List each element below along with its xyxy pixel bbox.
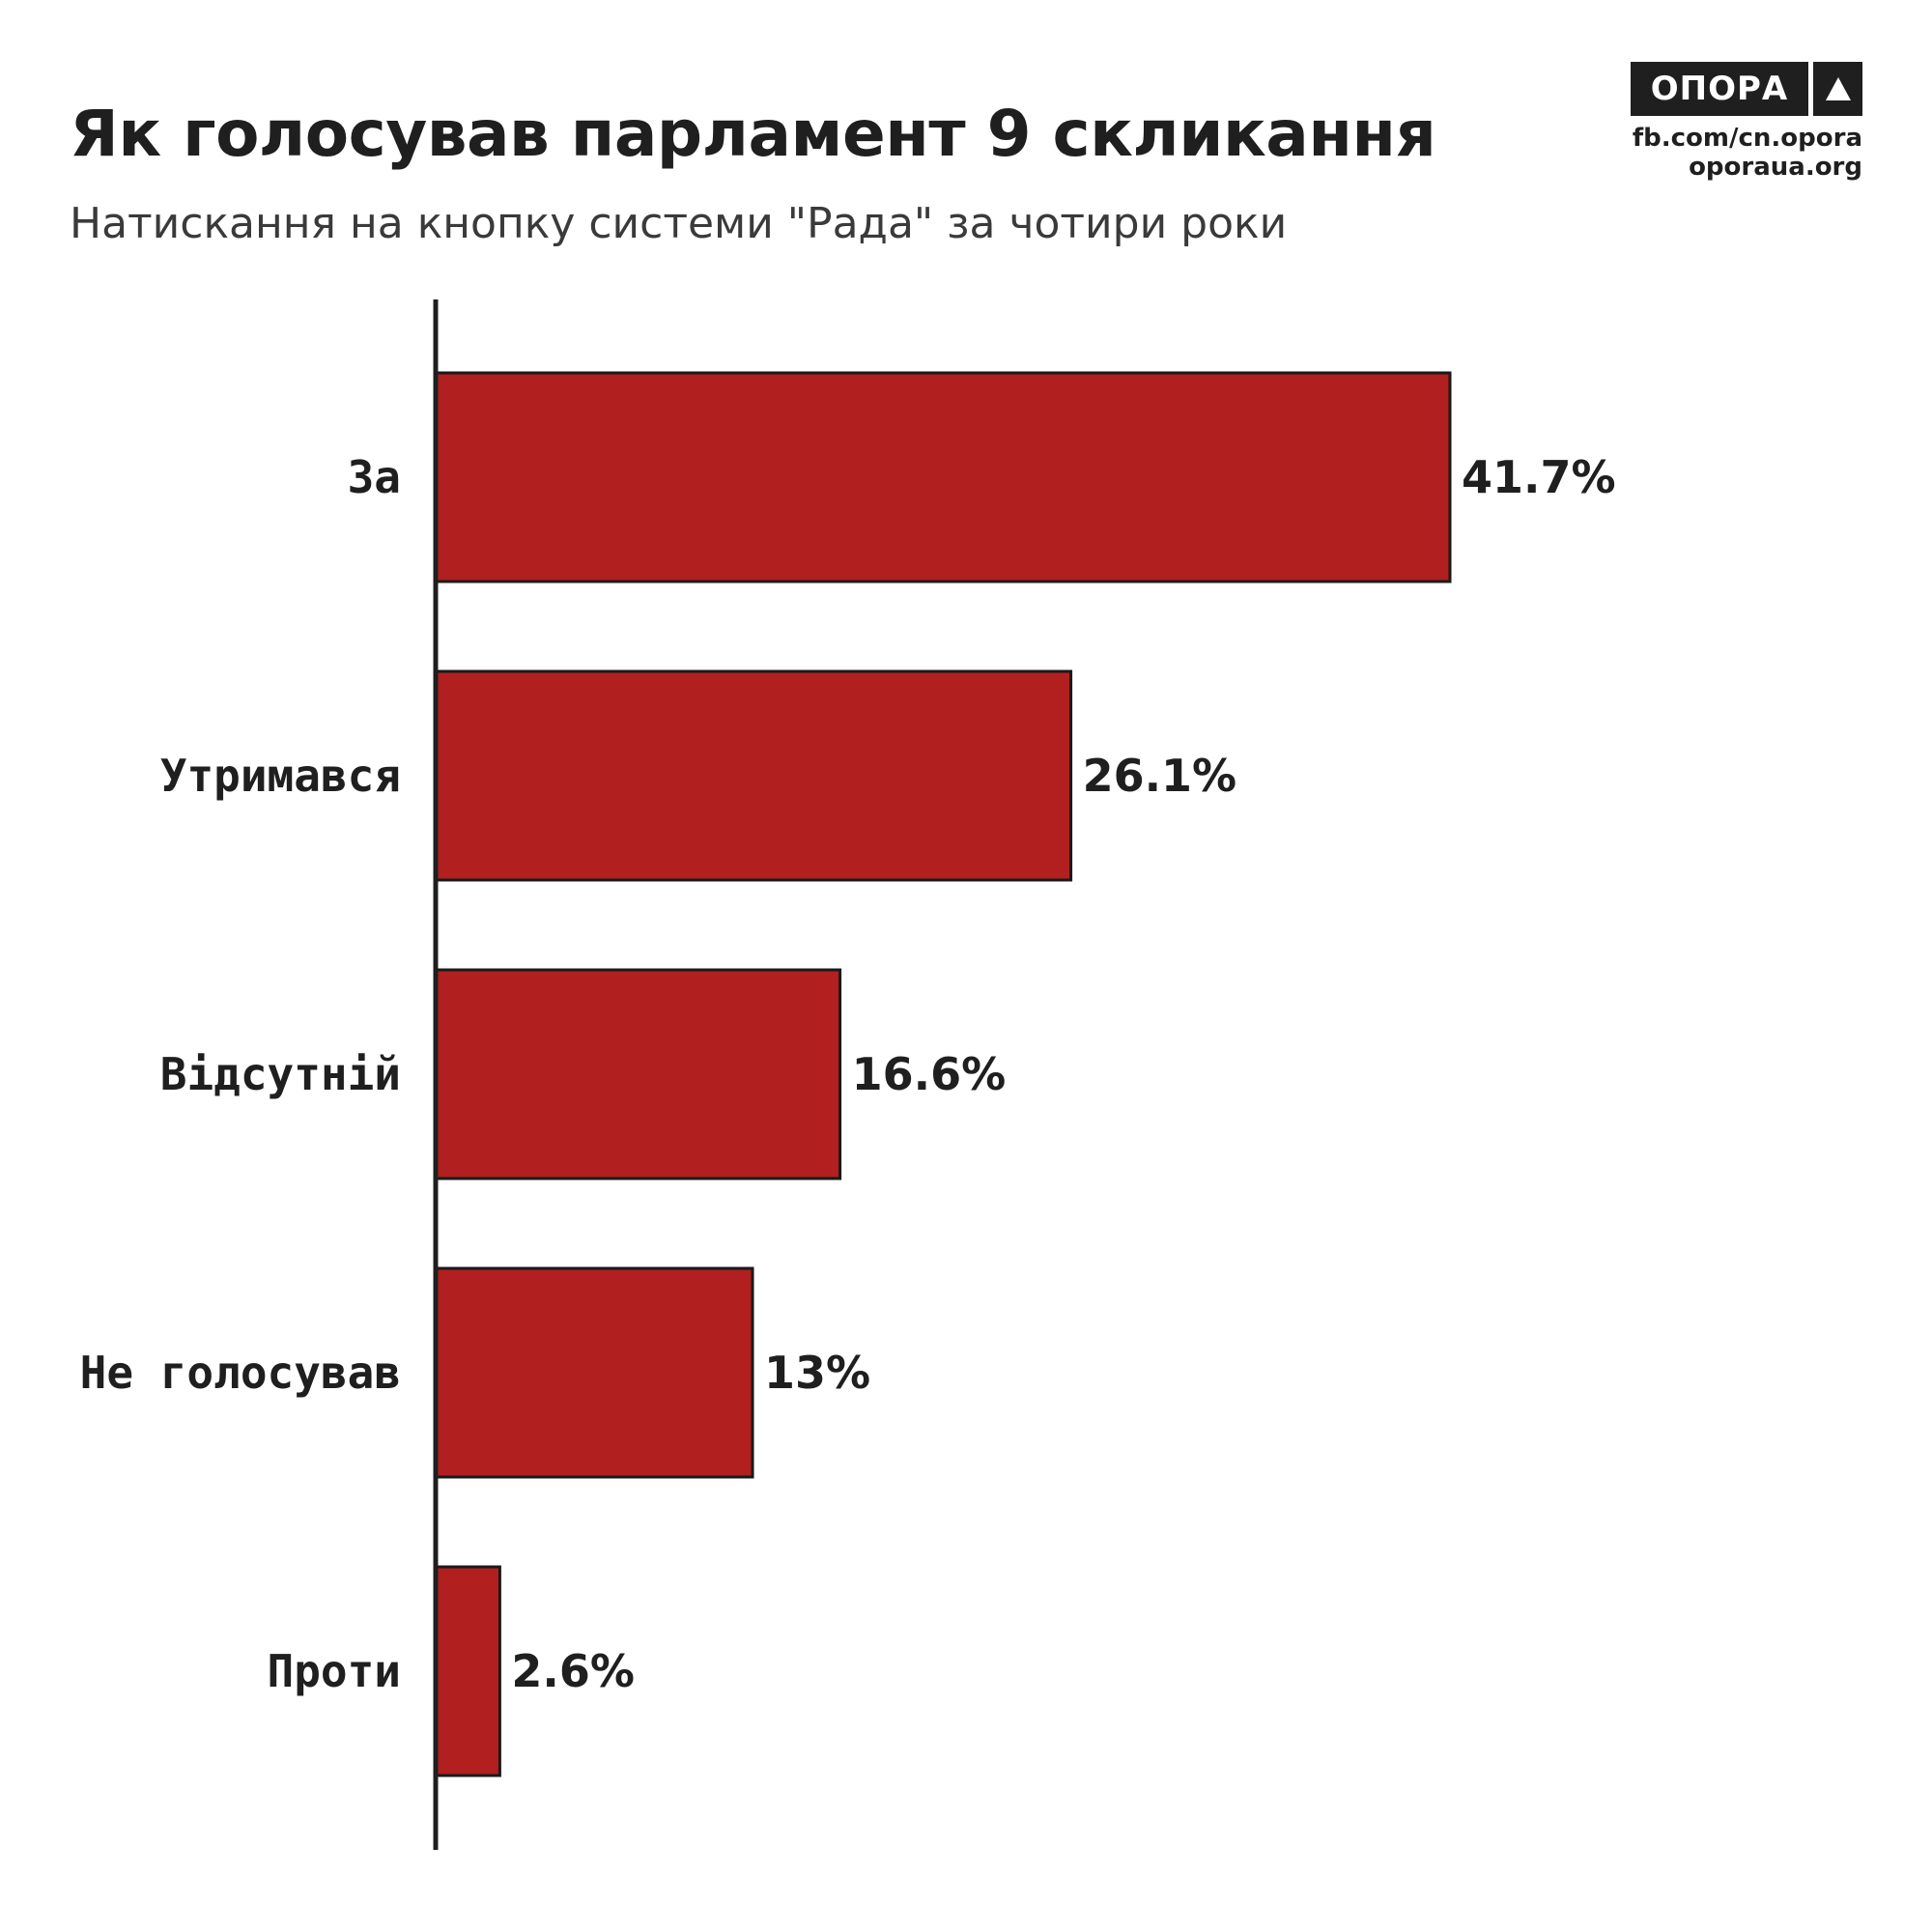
- value-label-1: 26.1%: [1083, 750, 1237, 802]
- value-label-2: 16.6%: [852, 1048, 1007, 1100]
- value-label-3: 13%: [764, 1347, 870, 1399]
- category-label-4: Проти: [268, 1645, 401, 1697]
- chart-title: Як голосував парламент 9 скликання: [70, 97, 1436, 171]
- value-label-4: 2.6%: [511, 1645, 635, 1697]
- chart-subtitle: Натискання на кнопку системи "Рада" за ч…: [70, 199, 1288, 248]
- triangle-up-icon: [1813, 62, 1862, 116]
- category-label-2: Відсутній: [160, 1048, 401, 1100]
- category-label-3: Не голосував: [80, 1347, 401, 1399]
- bar-4: [435, 1565, 501, 1777]
- bar-2: [435, 968, 842, 1180]
- category-label-0: За: [348, 451, 401, 503]
- website-link: oporaua.org: [1689, 153, 1862, 182]
- value-label-0: 41.7%: [1462, 451, 1616, 503]
- category-label-1: Утримався: [160, 750, 401, 802]
- bars-layer: За 41.7% Утримався 26.1% Відсутній 16.6% Не го…: [80, 371, 1616, 1777]
- bar-0: [435, 371, 1452, 583]
- bar-3: [435, 1266, 754, 1479]
- facebook-link: fb.com/cn.opora: [1632, 124, 1862, 153]
- opora-logo: ОПОРА: [1631, 62, 1862, 116]
- logo-text: ОПОРА: [1631, 62, 1808, 116]
- bar-1: [435, 669, 1073, 882]
